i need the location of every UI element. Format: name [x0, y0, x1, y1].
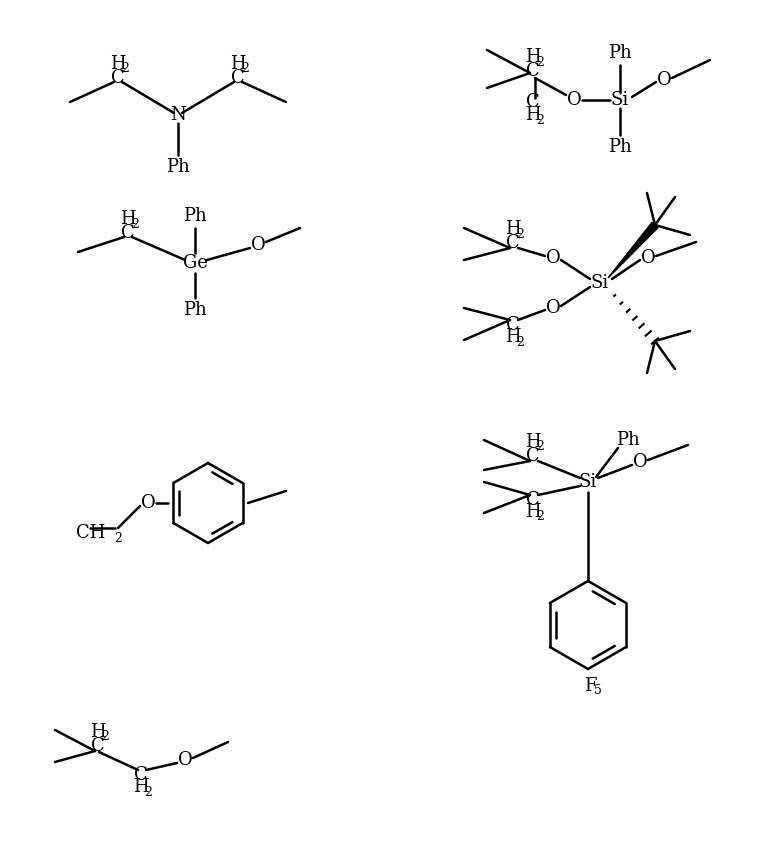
Text: C: C [526, 62, 540, 80]
Text: C: C [91, 737, 105, 755]
Text: C: C [526, 447, 540, 465]
Text: H: H [90, 723, 106, 741]
Text: C: C [121, 224, 135, 242]
Text: 2: 2 [144, 785, 152, 798]
Text: H: H [505, 328, 521, 346]
Text: Si: Si [591, 274, 609, 292]
Text: H: H [133, 778, 149, 796]
Text: H: H [526, 433, 541, 451]
Text: F: F [584, 677, 596, 695]
Text: 2: 2 [516, 336, 524, 349]
Text: H: H [505, 220, 521, 238]
Text: O: O [640, 249, 656, 267]
Text: 2: 2 [131, 217, 139, 230]
Text: Si: Si [579, 473, 597, 491]
Text: N: N [170, 106, 186, 124]
Text: Ge: Ge [183, 254, 207, 272]
Text: O: O [177, 751, 192, 769]
Text: C: C [526, 491, 540, 509]
Text: CH: CH [76, 524, 105, 542]
Text: H: H [526, 48, 541, 66]
Text: O: O [545, 299, 561, 317]
Text: 2: 2 [516, 227, 524, 240]
Text: C: C [134, 766, 148, 784]
Text: H: H [526, 106, 541, 124]
Text: C: C [506, 234, 520, 252]
Text: H: H [110, 55, 125, 73]
Text: H: H [120, 210, 136, 228]
Text: 2: 2 [101, 731, 109, 744]
Text: 2: 2 [536, 510, 544, 523]
Text: C: C [506, 316, 520, 334]
Text: O: O [545, 249, 561, 267]
Text: 2: 2 [536, 55, 544, 68]
Text: C: C [231, 69, 245, 87]
Text: 2: 2 [121, 62, 129, 75]
Text: 2: 2 [114, 531, 122, 544]
Text: O: O [141, 494, 155, 512]
Text: O: O [633, 453, 647, 471]
Text: Ph: Ph [183, 301, 207, 319]
Text: Ph: Ph [608, 138, 632, 156]
Text: Ph: Ph [183, 207, 207, 225]
Text: O: O [567, 91, 581, 109]
Text: C: C [526, 93, 540, 111]
Text: Ph: Ph [166, 158, 190, 176]
Text: H: H [526, 503, 541, 521]
Text: O: O [656, 71, 672, 89]
Text: O: O [251, 236, 265, 254]
Text: Ph: Ph [616, 431, 640, 449]
Text: 2: 2 [536, 113, 544, 126]
Text: 2: 2 [241, 62, 249, 75]
Text: 2: 2 [536, 440, 544, 453]
Text: 5: 5 [594, 684, 602, 697]
Polygon shape [608, 222, 658, 278]
Text: H: H [230, 55, 246, 73]
Text: C: C [111, 69, 125, 87]
Text: Si: Si [611, 91, 629, 109]
Text: Ph: Ph [608, 44, 632, 62]
